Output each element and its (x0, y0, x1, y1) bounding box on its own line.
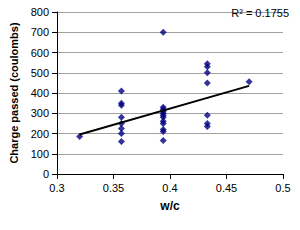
svg-text:800: 800 (31, 6, 49, 18)
svg-text:0: 0 (43, 168, 49, 180)
svg-text:0.3: 0.3 (49, 182, 64, 194)
svg-text:200: 200 (31, 128, 49, 140)
svg-text:0.4: 0.4 (162, 182, 177, 194)
svg-text:0.5: 0.5 (275, 182, 290, 194)
svg-text:700: 700 (31, 26, 49, 38)
svg-text:600: 600 (31, 47, 49, 59)
svg-text:Charge passed (coulombs): Charge passed (coulombs) (8, 22, 20, 164)
svg-text:R² = 0.1755: R² = 0.1755 (231, 7, 289, 19)
svg-text:0.35: 0.35 (103, 182, 124, 194)
svg-text:300: 300 (31, 107, 49, 119)
svg-text:100: 100 (31, 148, 49, 160)
svg-text:0.45: 0.45 (216, 182, 237, 194)
svg-text:500: 500 (31, 67, 49, 79)
svg-text:400: 400 (31, 87, 49, 99)
svg-text:w/c: w/c (159, 199, 180, 213)
